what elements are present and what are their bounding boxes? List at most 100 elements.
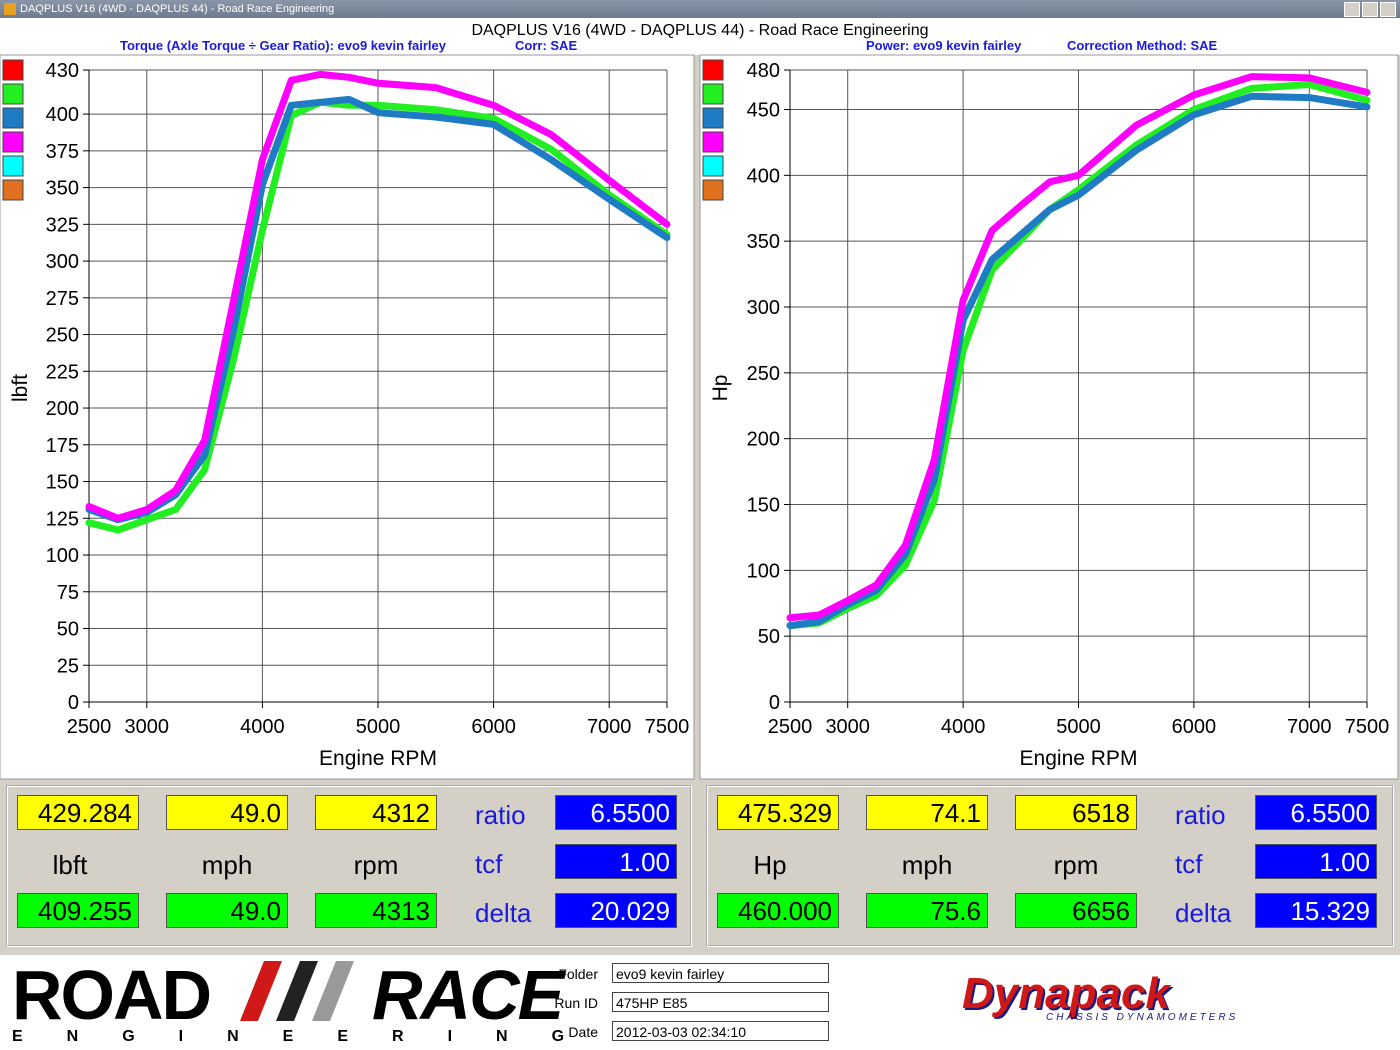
x-tick-label: 3000	[825, 716, 870, 738]
y-tick-label: 225	[46, 361, 79, 383]
brand-logo: Dynapack	[962, 969, 1170, 1018]
unit-label: mph	[201, 850, 253, 880]
peak-value: 75.6	[866, 893, 988, 928]
x-tick-label: 7500	[645, 716, 690, 738]
y-tick-label: 0	[68, 692, 79, 714]
param-label: tcf	[475, 849, 503, 879]
y-tick-label: 375	[46, 141, 79, 163]
unit-label: rpm	[353, 850, 399, 880]
unit-label: rpm	[1053, 850, 1099, 880]
logo-road: ROAD	[12, 956, 212, 1034]
current-value: 4312	[315, 795, 437, 830]
peak-value: 460.000	[717, 893, 839, 928]
y-tick-label: 25	[57, 655, 79, 677]
field-value[interactable]: 2012-03-03 02:34:10	[612, 1021, 829, 1041]
x-axis-label: Engine RPM	[319, 747, 437, 770]
readout-panel	[706, 785, 1394, 947]
y-tick-label: 125	[46, 508, 79, 530]
legend-swatch	[702, 83, 724, 105]
y-tick-label: 0	[769, 692, 780, 714]
y-tick-label: 50	[758, 626, 780, 648]
legend-swatch	[2, 155, 24, 177]
logo-sub: ENGINEERING	[12, 1028, 609, 1045]
legend-swatch	[2, 107, 24, 129]
param-label: ratio	[475, 800, 526, 830]
y-tick-label: 50	[57, 619, 79, 641]
legend-swatch	[702, 155, 724, 177]
series-line	[85, 98, 671, 534]
series-line	[85, 70, 671, 522]
y-tick-label: 430	[46, 60, 79, 82]
chart-subtitle: Correction Method: SAE	[1067, 38, 1218, 53]
y-tick-label: 175	[46, 435, 79, 457]
current-value: 429.284	[17, 795, 139, 830]
x-tick-label: 2500	[768, 716, 813, 738]
readout-panel	[6, 785, 692, 947]
peak-value: 49.0	[166, 893, 288, 928]
x-tick-label: 4000	[240, 716, 285, 738]
legend-swatch	[2, 131, 24, 153]
logo-race: RACE	[372, 956, 564, 1034]
y-tick-label: 400	[46, 104, 79, 126]
charts: 0 25 50 75 100 125 150 175 200 225 250 275 300 325 350…	[0, 54, 1399, 780]
x-tick-label: 3000	[125, 716, 170, 738]
y-tick-label: 150	[46, 472, 79, 494]
y-tick-label: 200	[46, 398, 79, 420]
chart-subtitle: Corr: SAE	[515, 38, 578, 53]
field-value[interactable]: evo9 kevin fairley	[612, 963, 829, 983]
series-line	[786, 92, 1371, 630]
param-label: ratio	[1175, 800, 1226, 830]
title-bar: DAQPLUS V16 (4WD - DAQPLUS 44) - Road Ra…	[0, 0, 1400, 18]
app-icon	[4, 3, 16, 15]
y-axis-label: Hp	[709, 375, 732, 402]
brand-sub: CHASSIS DYNAMOMETERS	[1046, 1012, 1239, 1023]
unit-label: lbft	[52, 850, 88, 880]
x-tick-label: 7000	[587, 716, 632, 738]
field-label: Folder	[558, 966, 598, 982]
field-label: Run ID	[554, 995, 598, 1011]
chart-title: Torque (Axle Torque ÷ Gear Ratio): evo9 …	[120, 38, 446, 53]
y-tick-label: 325	[46, 214, 79, 236]
logo-stripes	[240, 961, 354, 1021]
y-tick-label: 250	[747, 363, 780, 385]
peak-value: 409.255	[17, 893, 139, 928]
y-tick-label: 150	[747, 495, 780, 517]
x-axis-label: Engine RPM	[1020, 747, 1138, 770]
field-value[interactable]: 475HP E85	[612, 992, 829, 1012]
header: DAQPLUS V16 (4WD - DAQPLUS 44) - Road Ra…	[0, 18, 1400, 55]
series-line	[786, 73, 1371, 622]
param-label: delta	[1175, 898, 1232, 928]
current-value: 6518	[1015, 795, 1137, 830]
y-tick-label: 300	[46, 251, 79, 273]
legend-swatch	[2, 179, 24, 201]
param-label: tcf	[1175, 849, 1203, 879]
chart-title: Power: evo9 kevin fairley	[866, 38, 1022, 53]
param-value: 6.5500	[555, 795, 677, 830]
legend-swatch	[2, 59, 24, 81]
param-value: 6.5500	[1255, 795, 1377, 830]
unit-label: Hp	[753, 850, 787, 880]
current-value: 475.329	[717, 795, 839, 830]
param-value: 1.00	[1255, 844, 1377, 879]
heading-text: DAQPLUS V16 (4WD - DAQPLUS 44) - Road Ra…	[471, 22, 929, 39]
param-value: 1.00	[555, 844, 677, 879]
y-tick-label: 480	[747, 60, 780, 82]
param-value: 20.029	[555, 893, 677, 928]
y-tick-label: 75	[57, 582, 79, 604]
legend-swatch	[2, 83, 24, 105]
y-tick-label: 350	[747, 231, 780, 253]
param-label: delta	[475, 898, 532, 928]
y-tick-label: 400	[747, 165, 780, 187]
close-button[interactable]	[1380, 2, 1396, 17]
field-label: Date	[568, 1024, 598, 1040]
maximize-button[interactable]	[1362, 2, 1378, 17]
window-title: DAQPLUS V16 (4WD - DAQPLUS 44) - Road Ra…	[20, 3, 335, 15]
minimize-button[interactable]	[1344, 2, 1360, 17]
y-tick-label: 300	[747, 297, 780, 319]
y-tick-label: 200	[747, 429, 780, 451]
x-tick-label: 6000	[1172, 716, 1217, 738]
x-tick-label: 5000	[1056, 716, 1101, 738]
current-value: 74.1	[866, 795, 988, 830]
y-tick-label: 275	[46, 288, 79, 310]
